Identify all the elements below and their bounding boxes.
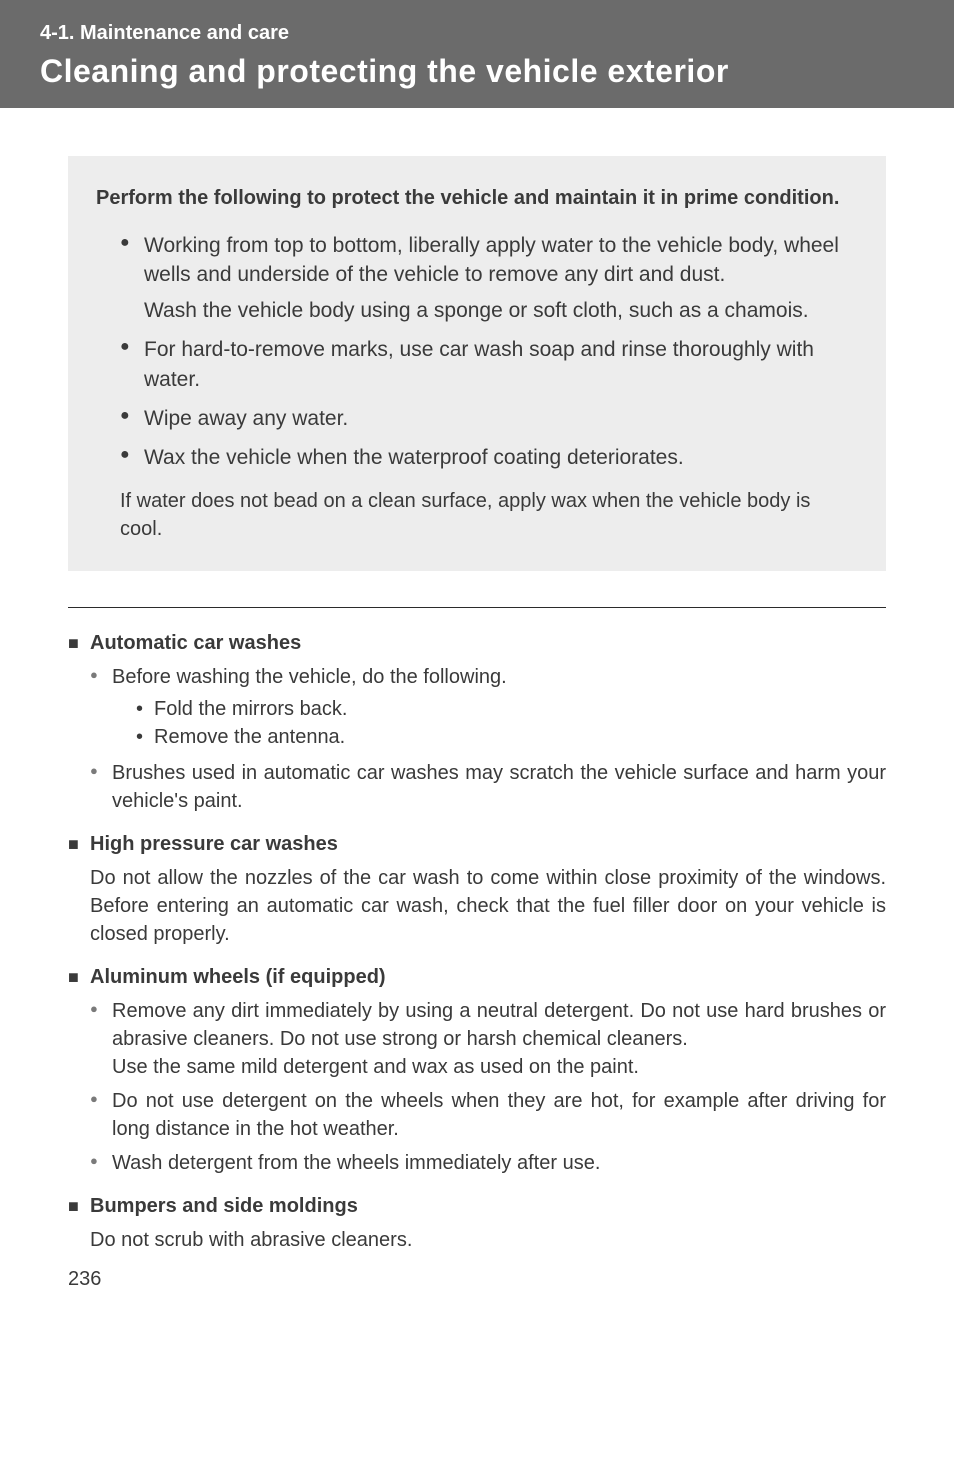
bullet-text: Wipe away any water. <box>144 407 348 430</box>
page-number: 236 <box>68 1268 886 1291</box>
content-area: Perform the following to protect the veh… <box>0 156 954 1291</box>
list-item: Remove any dirt immediately by using a n… <box>90 997 886 1081</box>
heading-text: Bumpers and side moldings <box>90 1195 358 1217</box>
intro-bullet-list: Working from top to bottom, liberally ap… <box>96 231 858 473</box>
list-item: Wash detergent from the wheels immediate… <box>90 1149 886 1177</box>
heading-automatic: ■ Automatic car washes <box>68 632 886 655</box>
square-icon: ■ <box>68 1196 79 1217</box>
auto-sublist: Fold the mirrors back. Remove the antenn… <box>112 695 886 751</box>
auto-list: Before washing the vehicle, do the follo… <box>68 663 886 815</box>
bullet-subtext: Wash the vehicle body using a sponge or … <box>144 296 858 325</box>
divider <box>68 607 886 608</box>
item-text: Before washing the vehicle, do the follo… <box>112 666 507 688</box>
page-title: Cleaning and protecting the vehicle exte… <box>40 53 954 90</box>
heading-high-pressure: ■ High pressure car washes <box>68 833 886 856</box>
item-subtext: Use the same mild detergent and wax as u… <box>112 1053 886 1081</box>
intro-lead: Perform the following to protect the veh… <box>96 184 858 213</box>
intro-box: Perform the following to protect the veh… <box>68 156 886 571</box>
bullet-text: Wax the vehicle when the waterproof coat… <box>144 446 684 469</box>
sublist-item: Remove the antenna. <box>136 723 886 751</box>
high-pressure-para: Do not allow the nozzles of the car wash… <box>68 864 886 948</box>
list-item: Do not use detergent on the wheels when … <box>90 1087 886 1143</box>
intro-bullet: Working from top to bottom, liberally ap… <box>120 231 858 325</box>
heading-text: Aluminum wheels (if equipped) <box>90 966 386 988</box>
heading-aluminum: ■ Aluminum wheels (if equipped) <box>68 966 886 989</box>
square-icon: ■ <box>68 633 79 654</box>
heading-text: Automatic car washes <box>90 632 301 654</box>
bullet-text: For hard-to-remove marks, use car wash s… <box>144 338 814 390</box>
alum-list: Remove any dirt immediately by using a n… <box>68 997 886 1177</box>
list-item: Brushes used in automatic car washes may… <box>90 759 886 815</box>
square-icon: ■ <box>68 967 79 988</box>
section-number: 4-1. Maintenance and care <box>40 22 954 45</box>
intro-bullet: Wipe away any water. <box>120 404 858 433</box>
intro-note: If water does not bead on a clean surfac… <box>96 487 858 543</box>
intro-bullet: Wax the vehicle when the waterproof coat… <box>120 443 858 472</box>
bullet-text: Working from top to bottom, liberally ap… <box>144 234 839 286</box>
intro-bullet: For hard-to-remove marks, use car wash s… <box>120 335 858 394</box>
heading-text: High pressure car washes <box>90 833 338 855</box>
square-icon: ■ <box>68 834 79 855</box>
sublist-item: Fold the mirrors back. <box>136 695 886 723</box>
bumpers-para: Do not scrub with abrasive cleaners. <box>68 1226 886 1254</box>
list-item: Before washing the vehicle, do the follo… <box>90 663 886 751</box>
heading-bumpers: ■ Bumpers and side moldings <box>68 1195 886 1218</box>
item-text: Remove any dirt immediately by using a n… <box>112 1000 886 1050</box>
header-banner: 4-1. Maintenance and care Cleaning and p… <box>0 0 954 108</box>
